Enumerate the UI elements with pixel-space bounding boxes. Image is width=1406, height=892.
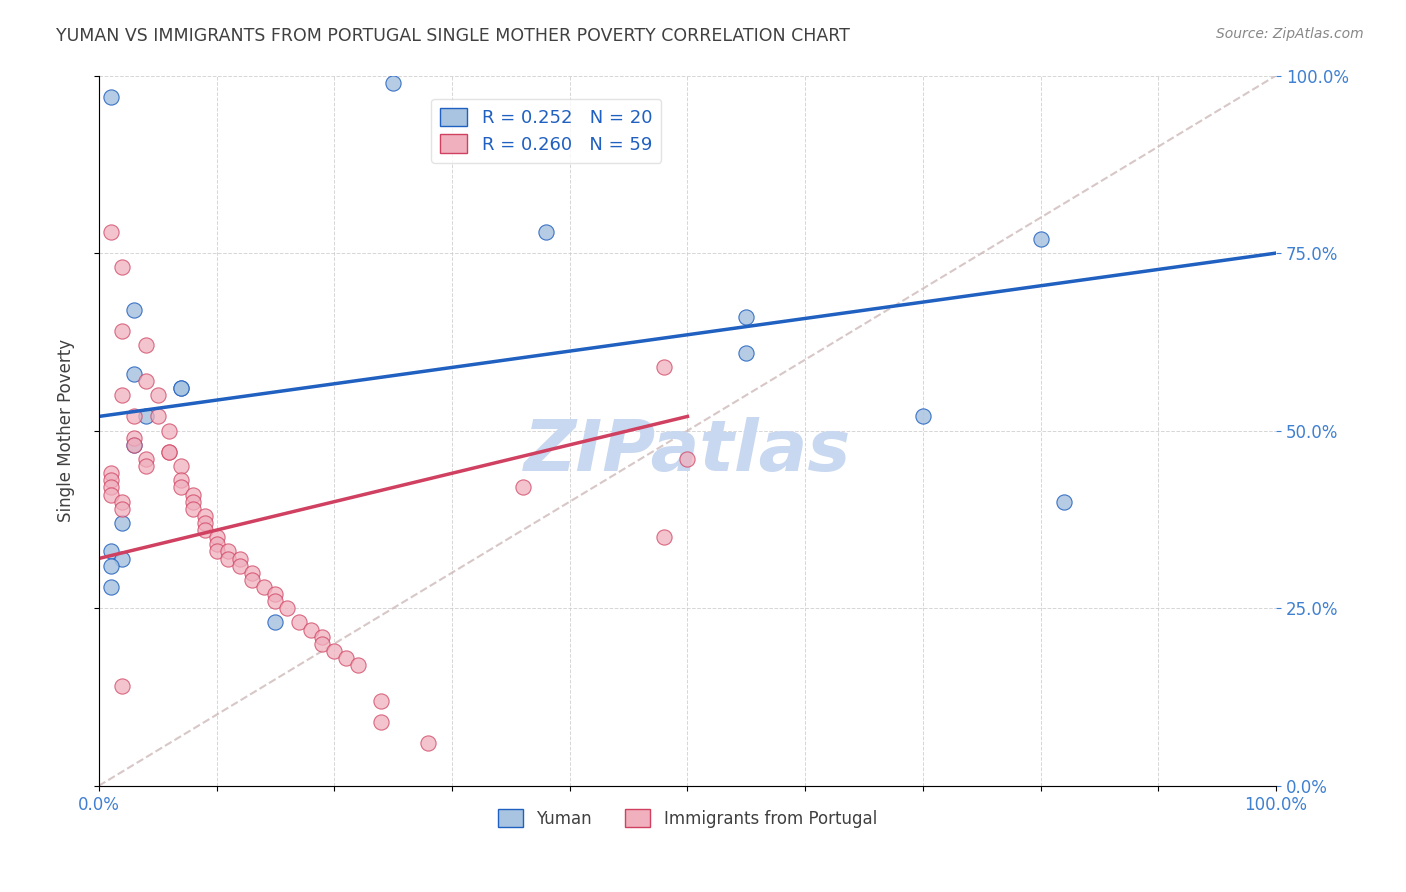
Immigrants from Portugal [111, 494, 134, 508]
Immigrants from Portugal [276, 601, 298, 615]
Immigrants from Portugal [122, 409, 145, 424]
Immigrants from Portugal [194, 523, 217, 537]
Immigrants from Portugal [135, 338, 157, 352]
Yuman [1029, 232, 1052, 246]
Yuman [100, 90, 122, 104]
Immigrants from Portugal [181, 501, 204, 516]
Immigrants from Portugal [111, 501, 134, 516]
Yuman [122, 438, 145, 452]
Immigrants from Portugal [135, 374, 157, 388]
Text: Source: ZipAtlas.com: Source: ZipAtlas.com [1216, 27, 1364, 41]
Immigrants from Portugal [217, 551, 239, 566]
Immigrants from Portugal [205, 530, 228, 544]
Immigrants from Portugal [194, 516, 217, 530]
Immigrants from Portugal [264, 594, 287, 608]
Immigrants from Portugal [264, 587, 287, 601]
Immigrants from Portugal [229, 558, 252, 573]
Yuman [135, 409, 157, 424]
Immigrants from Portugal [159, 445, 181, 459]
Immigrants from Portugal [146, 388, 169, 402]
Yuman [382, 76, 405, 90]
Immigrants from Portugal [135, 452, 157, 467]
Immigrants from Portugal [159, 445, 181, 459]
Immigrants from Portugal [311, 630, 333, 644]
Immigrants from Portugal [240, 573, 263, 587]
Immigrants from Portugal [335, 651, 357, 665]
Immigrants from Portugal [418, 736, 440, 750]
Immigrants from Portugal [181, 494, 204, 508]
Immigrants from Portugal [252, 580, 274, 594]
Immigrants from Portugal [159, 424, 181, 438]
Immigrants from Portugal [100, 480, 122, 494]
Immigrants from Portugal [311, 637, 333, 651]
Yuman [911, 409, 934, 424]
Immigrants from Portugal [100, 487, 122, 501]
Immigrants from Portugal [111, 388, 134, 402]
Immigrants from Portugal [346, 658, 368, 673]
Yuman [735, 345, 758, 359]
Yuman [1053, 494, 1076, 508]
Immigrants from Portugal [288, 615, 311, 630]
Immigrants from Portugal [111, 679, 134, 693]
Immigrants from Portugal [652, 530, 675, 544]
Yuman [735, 310, 758, 324]
Immigrants from Portugal [181, 487, 204, 501]
Immigrants from Portugal [370, 714, 392, 729]
Immigrants from Portugal [146, 409, 169, 424]
Immigrants from Portugal [122, 431, 145, 445]
Text: YUMAN VS IMMIGRANTS FROM PORTUGAL SINGLE MOTHER POVERTY CORRELATION CHART: YUMAN VS IMMIGRANTS FROM PORTUGAL SINGLE… [56, 27, 851, 45]
Yuman [111, 516, 134, 530]
Immigrants from Portugal [205, 544, 228, 558]
Immigrants from Portugal [217, 544, 239, 558]
Immigrants from Portugal [240, 566, 263, 580]
Legend: Yuman, Immigrants from Portugal: Yuman, Immigrants from Portugal [491, 803, 883, 834]
Yuman [534, 225, 557, 239]
Yuman [170, 381, 193, 395]
Text: ZIPatlas: ZIPatlas [524, 417, 851, 486]
Yuman [100, 580, 122, 594]
Immigrants from Portugal [299, 623, 322, 637]
Yuman [122, 302, 145, 317]
Immigrants from Portugal [170, 474, 193, 488]
Immigrants from Portugal [170, 459, 193, 474]
Yuman [264, 615, 287, 630]
Y-axis label: Single Mother Poverty: Single Mother Poverty [58, 339, 75, 522]
Yuman [122, 367, 145, 381]
Immigrants from Portugal [652, 359, 675, 374]
Immigrants from Portugal [100, 474, 122, 488]
Yuman [111, 551, 134, 566]
Immigrants from Portugal [194, 508, 217, 523]
Immigrants from Portugal [229, 551, 252, 566]
Yuman [100, 558, 122, 573]
Immigrants from Portugal [100, 467, 122, 481]
Immigrants from Portugal [170, 480, 193, 494]
Immigrants from Portugal [100, 225, 122, 239]
Yuman [170, 381, 193, 395]
Immigrants from Portugal [370, 693, 392, 707]
Immigrants from Portugal [323, 644, 346, 658]
Immigrants from Portugal [135, 459, 157, 474]
Yuman [100, 544, 122, 558]
Immigrants from Portugal [205, 537, 228, 551]
Immigrants from Portugal [111, 324, 134, 338]
Immigrants from Portugal [122, 438, 145, 452]
Immigrants from Portugal [111, 260, 134, 275]
Immigrants from Portugal [676, 452, 699, 467]
Immigrants from Portugal [512, 480, 534, 494]
